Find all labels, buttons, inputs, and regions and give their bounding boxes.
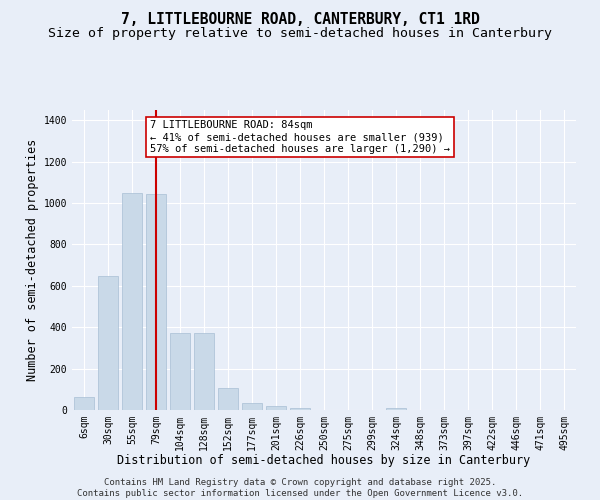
Bar	[122, 193, 142, 410]
X-axis label: Distribution of semi-detached houses by size in Canterbury: Distribution of semi-detached houses by …	[118, 454, 530, 468]
Bar	[98, 276, 118, 410]
Text: Contains HM Land Registry data © Crown copyright and database right 2025.
Contai: Contains HM Land Registry data © Crown c…	[77, 478, 523, 498]
Bar	[386, 408, 406, 410]
Bar	[218, 388, 238, 410]
Text: 7, LITTLEBOURNE ROAD, CANTERBURY, CT1 1RD: 7, LITTLEBOURNE ROAD, CANTERBURY, CT1 1R…	[121, 12, 479, 28]
Text: Size of property relative to semi-detached houses in Canterbury: Size of property relative to semi-detach…	[48, 28, 552, 40]
Bar	[170, 334, 190, 410]
Bar	[146, 194, 166, 410]
Bar	[290, 408, 310, 410]
Bar	[194, 334, 214, 410]
Bar	[74, 397, 94, 410]
Text: 7 LITTLEBOURNE ROAD: 84sqm
← 41% of semi-detached houses are smaller (939)
57% o: 7 LITTLEBOURNE ROAD: 84sqm ← 41% of semi…	[150, 120, 450, 154]
Y-axis label: Number of semi-detached properties: Number of semi-detached properties	[26, 139, 40, 381]
Bar	[242, 403, 262, 410]
Bar	[266, 406, 286, 410]
